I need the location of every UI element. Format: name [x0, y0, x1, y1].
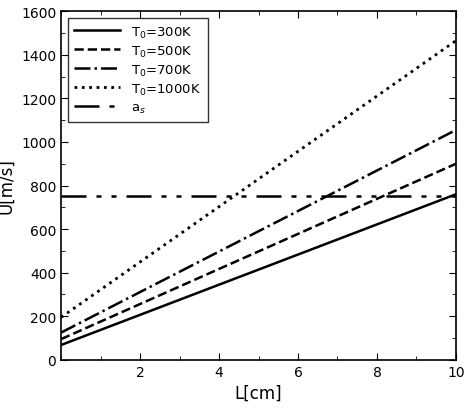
T$_0$=300K	[293, 253, 299, 258]
T$_0$=700K	[248, 233, 254, 238]
T$_0$=700K	[453, 128, 459, 133]
Line: T$_0$=300K: T$_0$=300K	[61, 195, 456, 345]
T$_0$=700K	[382, 165, 387, 170]
Line: T$_0$=700K: T$_0$=700K	[61, 131, 456, 333]
T$_0$=1000K	[453, 39, 459, 44]
T$_0$=300K	[58, 343, 64, 348]
T$_0$=1000K	[246, 184, 251, 189]
X-axis label: L[cm]: L[cm]	[235, 384, 282, 402]
T$_0$=1000K	[58, 315, 64, 320]
Y-axis label: U[m/s]: U[m/s]	[0, 158, 16, 214]
T$_0$=1000K	[248, 182, 254, 187]
T$_0$=1000K	[382, 89, 387, 94]
T$_0$=500K	[293, 233, 299, 238]
Line: T$_0$=500K: T$_0$=500K	[61, 164, 456, 339]
T$_0$=500K	[58, 337, 64, 342]
T$_0$=500K	[444, 166, 449, 171]
T$_0$=700K	[293, 210, 299, 215]
T$_0$=300K	[248, 270, 254, 275]
T$_0$=500K	[248, 253, 254, 258]
T$_0$=300K	[246, 271, 251, 276]
T$_0$=700K	[272, 221, 278, 226]
T$_0$=700K	[444, 133, 449, 138]
Legend: T$_0$=300K, T$_0$=500K, T$_0$=700K, T$_0$=1000K, a$_s$: T$_0$=300K, T$_0$=500K, T$_0$=700K, T$_0…	[68, 19, 208, 123]
T$_0$=300K	[272, 261, 278, 266]
Line: T$_0$=1000K: T$_0$=1000K	[61, 42, 456, 317]
T$_0$=500K	[246, 254, 251, 258]
T$_0$=500K	[382, 193, 387, 198]
T$_0$=1000K	[293, 151, 299, 156]
T$_0$=300K	[444, 196, 449, 201]
T$_0$=300K	[382, 220, 387, 225]
T$_0$=500K	[453, 162, 459, 167]
T$_0$=300K	[453, 192, 459, 197]
T$_0$=700K	[246, 234, 251, 239]
T$_0$=700K	[58, 330, 64, 335]
T$_0$=1000K	[272, 166, 278, 171]
T$_0$=1000K	[444, 46, 449, 51]
T$_0$=500K	[272, 242, 278, 247]
